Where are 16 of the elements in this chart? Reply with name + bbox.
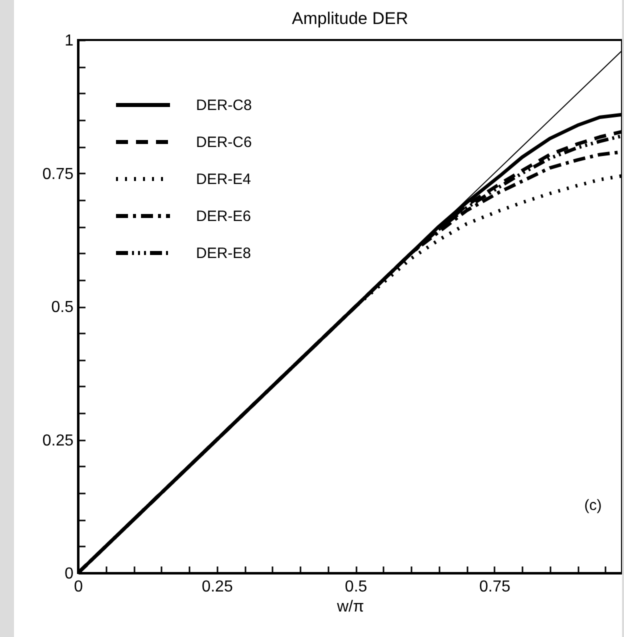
y-tick-label: 1 xyxy=(64,32,74,50)
x-tick-label: 0.5 xyxy=(344,578,368,596)
y-tick-label: 0.5 xyxy=(51,299,74,316)
y-tick-label: 0 xyxy=(64,566,74,582)
y-tick-label: 0.25 xyxy=(42,432,74,450)
legend-label: DER-E4 xyxy=(196,171,252,188)
x-tick-label: 0.75 xyxy=(479,578,510,596)
x-tick-label: 0.25 xyxy=(202,578,233,596)
x-axis-title: w/π xyxy=(336,598,364,616)
annotation: (c) xyxy=(584,497,602,514)
y-tick-label: 0.75 xyxy=(42,166,74,183)
legend-label: DER-E8 xyxy=(196,245,252,262)
legend-label: DER-C6 xyxy=(196,134,252,151)
legend-label: DER-C8 xyxy=(196,97,252,114)
legend-label: DER-E6 xyxy=(196,208,252,225)
chart-title: Amplitude DER xyxy=(292,9,408,28)
